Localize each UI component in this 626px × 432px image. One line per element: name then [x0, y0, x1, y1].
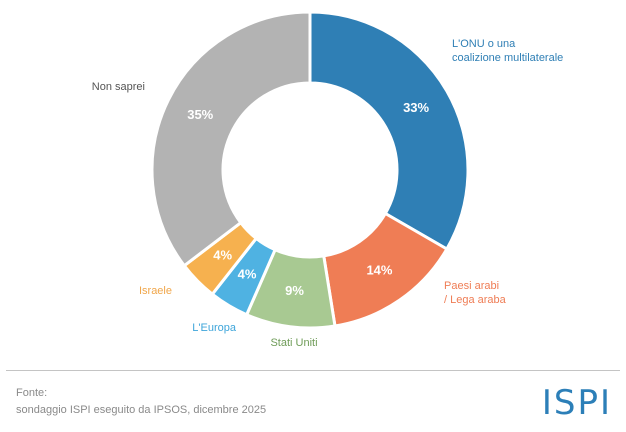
value-label-l-onu-o-una-coalizione-multilaterale: 33% [403, 100, 429, 115]
value-label-israele: 4% [213, 247, 232, 262]
value-labels-group: 33% 14% 9% 4% 4% 35% [187, 100, 429, 298]
slice-non-saprei [150, 10, 312, 268]
category-label-stati-uniti: Stati Uniti [270, 337, 317, 349]
ispi-logo: ISPI [541, 383, 612, 423]
category-label-paesi-arabi-lega-araba: Paesi arabi / Lega araba [444, 280, 507, 306]
value-label-non-saprei: 35% [187, 107, 213, 122]
category-label-non-saprei: Non saprei [92, 81, 145, 93]
value-label-stati-uniti: 9% [285, 283, 304, 298]
category-labels-group: L'ONU o una coalizione multilaterale Paesi… [92, 38, 563, 349]
source-title: Fonte: [16, 387, 48, 399]
value-label-paesi-arabi-lega-araba: 14% [366, 262, 392, 277]
slices-group [150, 10, 470, 330]
source-text: sondaggio ISPI eseguito da IPSOS, dicemb… [16, 404, 267, 416]
category-label-israele: Israele [139, 285, 172, 297]
category-label-l-onu-o-una-coalizione-multilaterale: L'ONU o una coalizione multilaterale [452, 38, 563, 64]
footer-divider [6, 370, 620, 371]
value-label-l-europa: 4% [238, 267, 257, 282]
slice-l-onu-o-una-coalizione-multilaterale [308, 10, 470, 252]
category-label-l-europa: L'Europa [192, 322, 237, 334]
